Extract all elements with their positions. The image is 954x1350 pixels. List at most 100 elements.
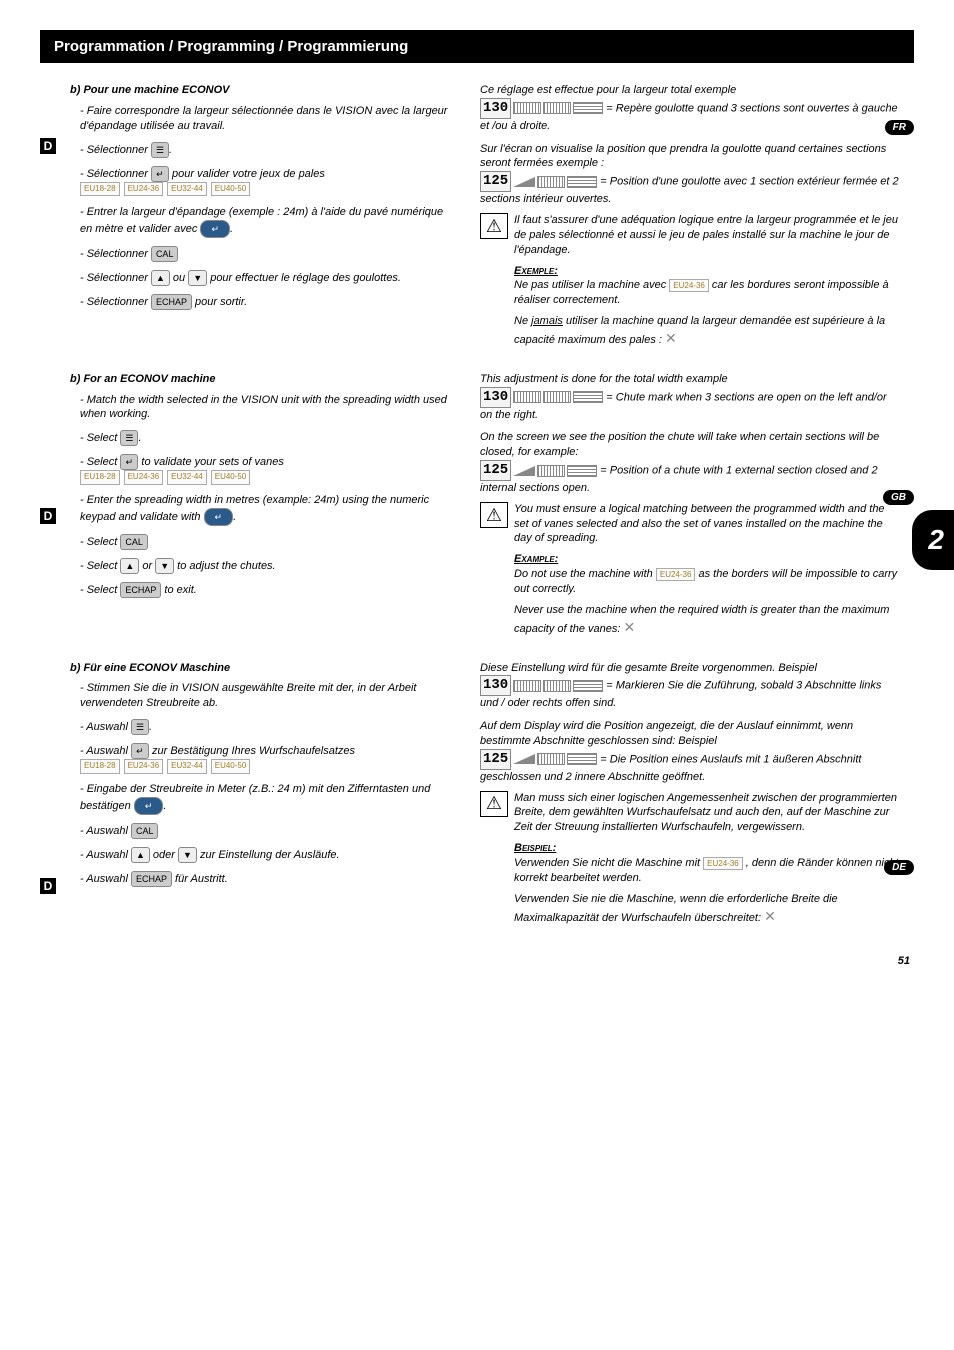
- fr-r1: Ce réglage est effectue pour la largeur …: [480, 83, 900, 98]
- lcd-125-fr: 125: [480, 171, 597, 192]
- fr-w2a: Ne pas utiliser la machine avec: [514, 279, 669, 291]
- gb-l3a: - Select: [80, 456, 120, 468]
- fr-title: b) Pour une machine ECONOV: [70, 83, 450, 98]
- gb-r1: This adjustment is done for the total wi…: [480, 372, 900, 387]
- gb-r2a: On the screen we see the position the ch…: [480, 430, 900, 460]
- warning-icon: ⚠: [480, 791, 508, 817]
- lcd-125-gb: 125: [480, 460, 597, 481]
- menu-icon: ☰: [151, 142, 169, 158]
- de-l6b: oder: [150, 849, 178, 861]
- de-w3a: Verwenden Sie nie die Maschine, wenn die…: [514, 893, 838, 924]
- echap-icon: ECHAP: [131, 871, 172, 887]
- vane-set-de: EU18-28 EU24-36 EU32-44 EU40-50: [80, 759, 250, 774]
- fr-l5: - Sélectionner: [80, 247, 151, 259]
- enter-small-icon: ↵: [151, 166, 169, 182]
- gb-w1: You must ensure a logical matching betwe…: [514, 502, 900, 547]
- section-marker-fr: D: [40, 138, 56, 154]
- menu-icon: ☰: [120, 430, 138, 446]
- fr-l6a: - Sélectionner: [80, 271, 151, 283]
- enter-small-icon: ↵: [131, 743, 149, 759]
- lcd-130-gb: 130: [480, 387, 603, 408]
- page-number: 51: [898, 955, 910, 967]
- de-l5: - Auswahl: [80, 825, 131, 837]
- down-icon: ▼: [155, 558, 174, 574]
- de-l6a: - Auswahl: [80, 849, 131, 861]
- de-r2a: Auf dem Display wird die Position angeze…: [480, 719, 900, 749]
- enter-icon: ↵: [200, 220, 230, 238]
- fr-l4: - Entrer la largeur d'épandage (exemple …: [80, 206, 443, 235]
- down-icon: ▼: [178, 847, 197, 863]
- fr-l3b: pour valider votre jeux de pales: [169, 167, 325, 179]
- lang-fr-tag: FR: [885, 120, 914, 135]
- cross-icon: ✕: [623, 618, 635, 637]
- fr-l1: - Faire correspondre la largeur sélectio…: [70, 104, 450, 134]
- lcd-130-de: 130: [480, 675, 603, 696]
- fr-l3a: - Sélectionner: [80, 167, 151, 179]
- fr-w3a: Ne: [514, 315, 531, 327]
- de-r1: Diese Einstellung wird für die gesamte B…: [480, 661, 900, 676]
- vane-set-gb: EU18-28 EU24-36 EU32-44 EU40-50: [80, 470, 250, 485]
- fr-w3u: jamais: [531, 315, 563, 327]
- fr-l6c: pour effectuer le réglage des goulottes.: [207, 271, 401, 283]
- fr-l7a: - Sélectionner: [80, 295, 151, 307]
- warning-icon: ⚠: [480, 213, 508, 239]
- de-w1: Man muss sich einer logischen Angemessen…: [514, 791, 900, 836]
- de-title: b) Für eine ECONOV Maschine: [70, 661, 450, 676]
- de-l4: - Eingabe der Streubreite in Meter (z.B.…: [80, 783, 430, 812]
- up-icon: ▲: [151, 270, 170, 286]
- de-right-col: Diese Einstellung wird für die gesamte B…: [480, 661, 900, 932]
- gb-title: b) For an ECONOV machine: [70, 372, 450, 387]
- gb-l2a: - Select: [80, 432, 120, 444]
- lang-gb-tag: GB: [883, 490, 914, 505]
- gb-right-col: This adjustment is done for the total wi…: [480, 372, 900, 643]
- fr-right-col: Ce réglage est effectue pour la largeur …: [480, 83, 900, 354]
- fr-ex: Exemple:: [514, 265, 558, 277]
- de-w2a: Verwenden Sie nicht die Maschine mit: [514, 857, 703, 869]
- de-l7b: für Austritt.: [172, 873, 228, 885]
- enter-icon: ↵: [134, 797, 164, 815]
- menu-icon: ☰: [131, 719, 149, 735]
- enter-small-icon: ↵: [120, 454, 138, 470]
- fr-w3b: utiliser la machine quand la largeur dem…: [514, 315, 885, 346]
- de-l3a: - Auswahl: [80, 745, 131, 757]
- vane-ex-de: EU24-36: [703, 857, 743, 870]
- gb-l7b: to exit.: [161, 584, 196, 596]
- de-l1: - Stimmen Sie die in VISION ausgewählte …: [70, 681, 450, 711]
- cal-icon: CAL: [131, 823, 159, 839]
- de-ex: Beispiel:: [514, 842, 556, 854]
- gb-ex: Example:: [514, 553, 558, 565]
- cross-icon: ✕: [665, 329, 677, 348]
- fr-w1: Il faut s'assurer d'une adéquation logiq…: [514, 213, 900, 258]
- gb-l5: - Select: [80, 536, 120, 548]
- de-l2a: - Auswahl: [80, 721, 131, 733]
- fr-l6b: ou: [170, 271, 188, 283]
- warning-icon: ⚠: [480, 502, 508, 528]
- gb-l6c: to adjust the chutes.: [174, 560, 276, 572]
- section-marker-gb: D: [40, 508, 56, 524]
- echap-icon: ECHAP: [151, 294, 192, 310]
- lcd-130-fr: 130: [480, 98, 603, 119]
- gb-l6b: or: [139, 560, 155, 572]
- fr-l7b: pour sortir.: [192, 295, 247, 307]
- gb-l6a: - Select: [80, 560, 120, 572]
- lcd-125-de: 125: [480, 749, 597, 770]
- gb-left-col: b) For an ECONOV machine - Match the wid…: [70, 372, 450, 643]
- gb-w3a: Never use the machine when the required …: [514, 604, 889, 635]
- gb-l4: - Enter the spreading width in metres (e…: [80, 494, 429, 523]
- de-left-col: b) Für eine ECONOV Maschine - Stimmen Si…: [70, 661, 450, 932]
- fr-left-col: b) Pour une machine ECONOV - Faire corre…: [70, 83, 450, 354]
- page-header: Programmation / Programming / Programmie…: [40, 30, 914, 63]
- vane-ex-gb: EU24-36: [656, 568, 696, 581]
- gb-w2a: Do not use the machine with: [514, 568, 656, 580]
- section-marker-de: D: [40, 878, 56, 894]
- echap-icon: ECHAP: [120, 582, 161, 598]
- gb-l1: - Match the width selected in the VISION…: [70, 393, 450, 423]
- up-icon: ▲: [131, 847, 150, 863]
- lang-de-tag: DE: [884, 860, 914, 875]
- de-l6c: zur Einstellung der Ausläufe.: [197, 849, 340, 861]
- de-l3b: zur Bestätigung Ihres Wurfschaufelsatzes: [149, 745, 355, 757]
- vane-set-fr: EU18-28 EU24-36 EU32-44 EU40-50: [80, 182, 250, 197]
- gb-l3b: to validate your sets of vanes: [138, 456, 284, 468]
- vane-ex-fr: EU24-36: [669, 279, 709, 292]
- fr-r2a: Sur l'écran on visualise la position que…: [480, 142, 900, 172]
